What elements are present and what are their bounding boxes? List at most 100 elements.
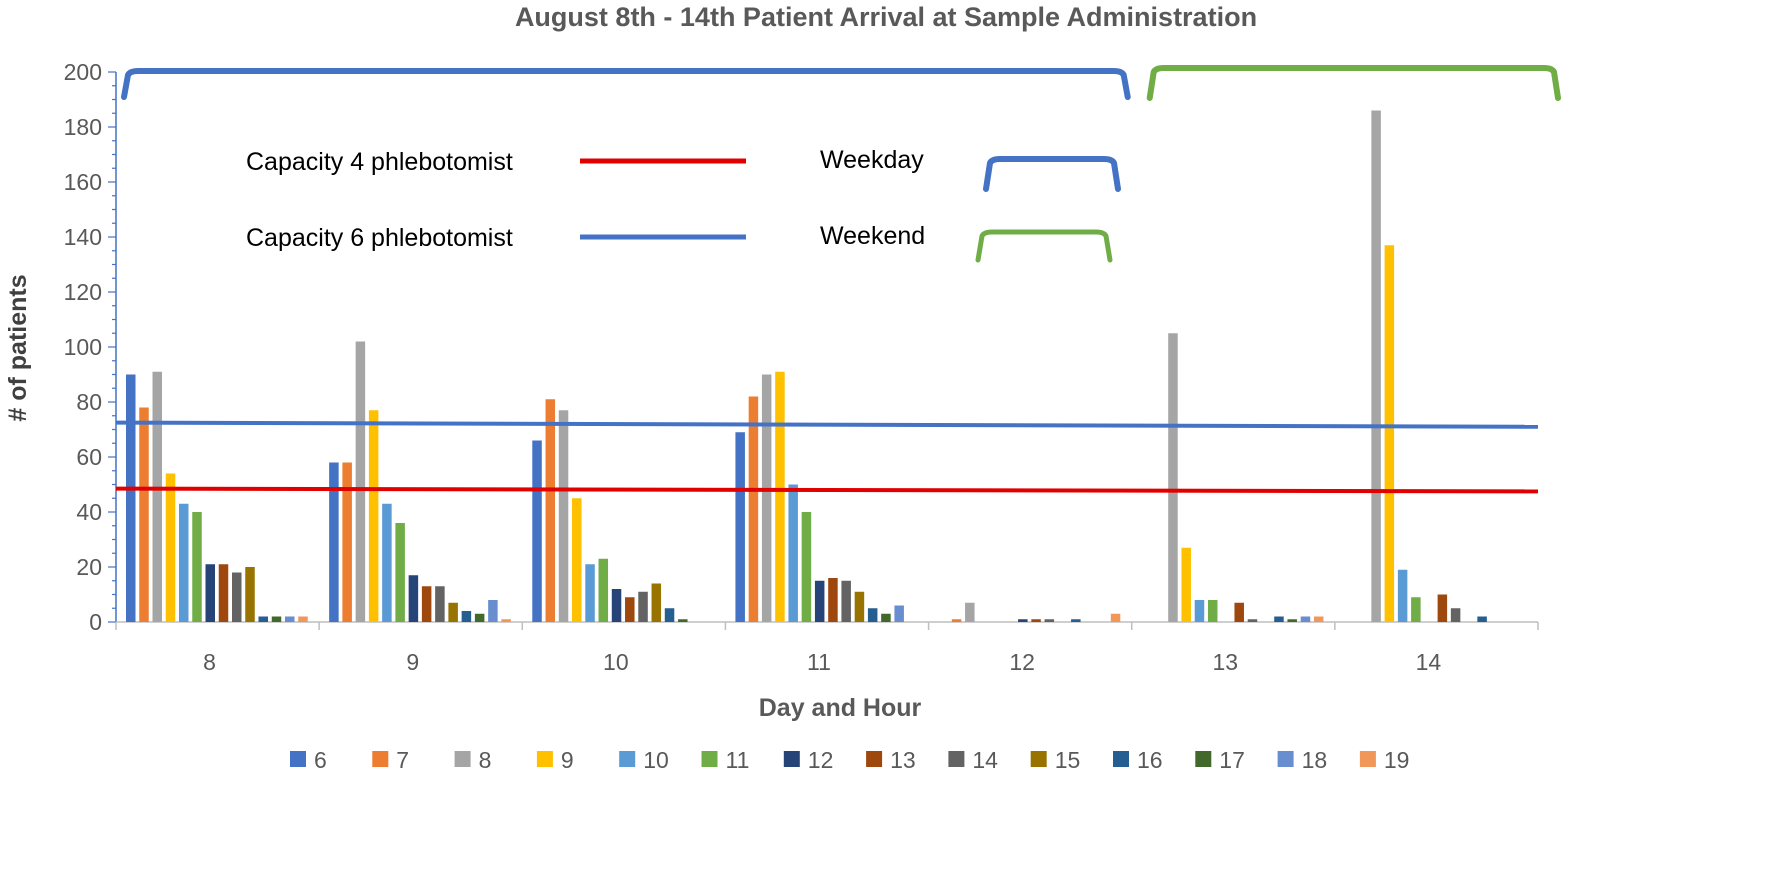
weekday-key-bracket — [983, 156, 1121, 192]
bar — [735, 432, 745, 622]
reference-lines — [115, 420, 1539, 494]
y-tick-label: 120 — [64, 279, 102, 305]
bar — [165, 473, 176, 622]
bar — [867, 608, 878, 622]
bar — [232, 572, 242, 622]
legend-swatch — [290, 751, 306, 767]
bar — [532, 440, 542, 622]
capacity-label: Capacity 6 phlebotomist — [246, 224, 513, 252]
bar — [1411, 597, 1421, 622]
bracket-label: Weekday — [820, 146, 924, 174]
legend-label: 16 — [1137, 747, 1163, 773]
bar — [218, 564, 229, 622]
bar — [572, 498, 582, 622]
bar — [775, 371, 785, 622]
bar — [1300, 616, 1311, 622]
y-tick-label: 180 — [64, 114, 102, 140]
bar — [1234, 602, 1244, 622]
bar — [205, 564, 215, 622]
bar — [611, 589, 622, 622]
bar — [1194, 600, 1205, 622]
legend-label: 19 — [1384, 747, 1410, 773]
legend-swatch — [948, 751, 965, 767]
bar — [1168, 333, 1178, 622]
weekend-bracket — [1146, 65, 1561, 101]
bar — [139, 407, 149, 622]
bar — [435, 586, 445, 622]
legend-label: 13 — [890, 747, 916, 773]
bar — [408, 575, 419, 622]
y-tick-label: 80 — [76, 389, 102, 415]
bar — [1018, 619, 1028, 622]
bar — [192, 512, 202, 622]
bar — [1397, 569, 1408, 622]
y-tick-label: 20 — [76, 554, 102, 580]
legend-swatch — [372, 751, 389, 767]
bar — [841, 580, 851, 622]
bar — [474, 613, 485, 622]
x-tick-label: 14 — [1416, 649, 1442, 675]
bar — [179, 503, 189, 622]
bar — [342, 462, 352, 622]
bar — [1031, 619, 1041, 622]
legend-label: 8 — [479, 747, 492, 773]
bar — [965, 602, 975, 622]
bar — [271, 616, 282, 622]
bar — [152, 371, 162, 622]
legend-label: 15 — [1055, 747, 1081, 773]
x-tick-label: 8 — [203, 649, 216, 675]
bracket-label: Weekend — [820, 222, 925, 250]
legend: 6 7 8 9 10 11 12 13 14 15 16 17 18 19 — [290, 747, 1409, 773]
bar — [1247, 619, 1258, 622]
weekday-bracket — [121, 68, 1131, 100]
bar — [285, 616, 295, 622]
x-tick-label: 9 — [406, 649, 419, 675]
bar — [395, 523, 405, 622]
x-axis: 8 9 10 11 12 13 14 — [115, 621, 1539, 675]
bar — [488, 600, 498, 622]
legend-swatch — [619, 751, 636, 767]
legend-swatch — [866, 751, 883, 767]
legend-label: 10 — [643, 747, 669, 773]
y-axis: 0 20 40 60 80 100 120 140 160 180 200 — [64, 59, 117, 635]
bar — [382, 503, 392, 622]
bar — [894, 605, 904, 622]
bar — [1207, 600, 1218, 622]
bar-series — [126, 110, 1487, 622]
y-tick-label: 40 — [76, 499, 102, 525]
legend-swatch — [1030, 751, 1047, 767]
bar — [1071, 619, 1081, 622]
bar — [1287, 619, 1297, 622]
x-tick-label: 12 — [1009, 649, 1035, 675]
legend-swatch — [536, 751, 553, 767]
legend-swatch — [701, 751, 718, 767]
y-tick-label: 0 — [89, 609, 102, 635]
bar — [368, 410, 379, 622]
legend-swatch — [1113, 751, 1129, 767]
bar — [355, 341, 366, 622]
bar — [1181, 547, 1191, 622]
bar — [854, 591, 865, 622]
legend-label: 18 — [1302, 747, 1328, 773]
bar — [461, 611, 472, 622]
x-axis-label: Day and Hour — [759, 694, 922, 722]
bar — [258, 616, 268, 622]
bar — [814, 580, 825, 622]
legend-label: 12 — [808, 747, 834, 773]
bar — [501, 619, 511, 622]
capacity-annotation: Capacity 4 phlebotomist Capacity 6 phlebo… — [121, 65, 1561, 263]
bar — [881, 613, 891, 622]
bar — [1477, 616, 1487, 622]
bar — [801, 512, 812, 622]
legend-swatch — [783, 751, 800, 767]
bar — [1274, 616, 1284, 622]
bar — [558, 410, 569, 622]
legend-swatch — [1195, 751, 1212, 767]
legend-label: 9 — [561, 747, 574, 773]
bar — [1044, 619, 1055, 622]
capacity-line — [115, 420, 1539, 429]
legend-label: 11 — [726, 747, 750, 773]
bar — [448, 602, 458, 622]
bar — [545, 399, 556, 622]
